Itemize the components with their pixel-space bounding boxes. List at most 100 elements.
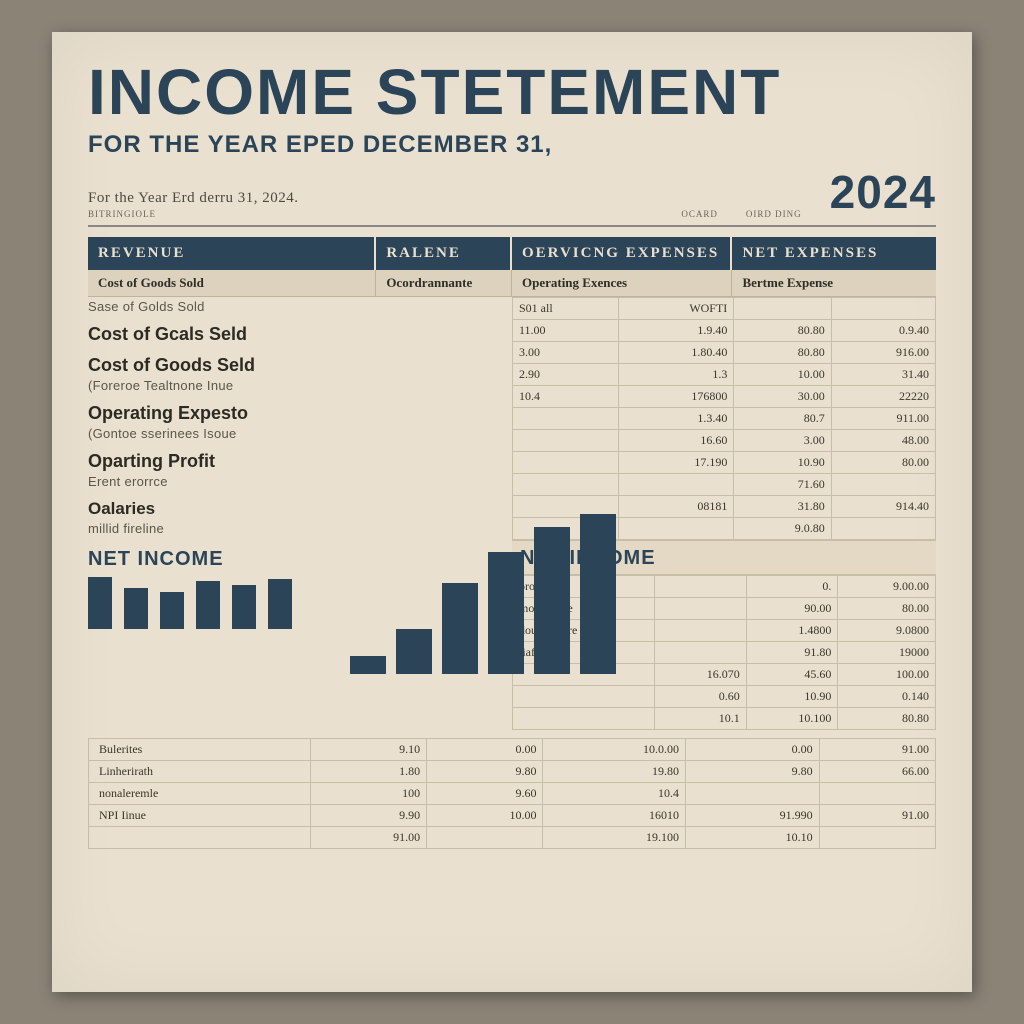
col-revenue: REVENUE	[88, 237, 376, 270]
summary-cell: 66.00	[819, 760, 935, 782]
cell	[513, 429, 619, 451]
cell: 0.9.40	[831, 319, 935, 341]
line-item: Operating Expesto	[88, 403, 506, 424]
cell: 80.00	[838, 597, 936, 619]
summary-cell: NPI Iinue	[89, 804, 311, 826]
cell	[734, 297, 831, 319]
line-item: (Gontoe sserinees Isoue	[88, 426, 506, 441]
cell: 80.00	[831, 451, 935, 473]
summary-cell: 91.990	[685, 804, 819, 826]
cell	[513, 707, 655, 729]
summary-cell: 0.00	[427, 738, 543, 760]
cell: 3.00	[513, 341, 619, 363]
cell: 80.7	[734, 407, 831, 429]
cell	[655, 619, 747, 641]
cell	[618, 473, 734, 495]
cell: 9.0.80	[734, 517, 831, 539]
subline-row: For the Year Erd derru 31, 2024. BITRING…	[88, 165, 936, 227]
cell: 31.40	[831, 363, 935, 385]
line-item: Oparting Profit	[88, 451, 506, 472]
summary-cell: 19.80	[543, 760, 685, 782]
cell: 80.80	[734, 319, 831, 341]
bar	[488, 552, 524, 674]
cell: 90.00	[746, 597, 838, 619]
col-ralene: RALENE	[376, 237, 512, 270]
summary-cell: 9.60	[427, 782, 543, 804]
cell: 0.	[746, 575, 838, 597]
line-item: Cost of Goods Seld	[88, 355, 506, 376]
cell	[655, 575, 747, 597]
cell: 11.00	[513, 319, 619, 341]
caption-b: ocard	[681, 209, 718, 219]
bar	[534, 527, 570, 674]
bar	[442, 583, 478, 674]
income-statement-page: INCOME STETEMENT FOR THE YEAR EPED DECEM…	[52, 32, 972, 992]
summary-cell: 9.80	[427, 760, 543, 782]
line-item: Erent erorrce	[88, 474, 506, 489]
cell	[513, 407, 619, 429]
cell: 1.80.40	[618, 341, 734, 363]
cell: 10.90	[734, 451, 831, 473]
line-item: Sase of Golds Sold	[88, 299, 506, 314]
cell: 176800	[618, 385, 734, 407]
cell	[831, 473, 935, 495]
cell: 10.100	[746, 707, 838, 729]
cell: 16.60	[618, 429, 734, 451]
summary-cell: Bulerites	[89, 738, 311, 760]
sub-expense: Bertme Expense	[732, 270, 936, 297]
summary-cell	[819, 826, 935, 848]
summary-cell: Linherirath	[89, 760, 311, 782]
cell: 10.1	[655, 707, 747, 729]
bar	[580, 514, 616, 674]
bar	[396, 629, 432, 674]
year: 2024	[830, 165, 936, 219]
cell: 80.80	[734, 341, 831, 363]
cell: 45.60	[746, 663, 838, 685]
summary-cell	[427, 826, 543, 848]
cell: 80.80	[838, 707, 936, 729]
summary-cell: 1.80	[310, 760, 426, 782]
cell	[513, 473, 619, 495]
summary-cell: 10.4	[543, 782, 685, 804]
cell: 0.60	[655, 685, 747, 707]
cell	[513, 451, 619, 473]
mini-bar	[268, 579, 292, 629]
cell: WOFTI	[618, 297, 734, 319]
caption-c: OIRD DING	[746, 209, 802, 219]
summary-cell	[89, 826, 311, 848]
cell: 31.80	[734, 495, 831, 517]
summary-cell	[685, 782, 819, 804]
cell: 30.00	[734, 385, 831, 407]
cell: 48.00	[831, 429, 935, 451]
mini-bar	[160, 592, 184, 629]
cell: 911.00	[831, 407, 935, 429]
cell: 1.3.40	[618, 407, 734, 429]
summary-cell	[819, 782, 935, 804]
upper-data-table: S01 allWOFTI11.001.9.4080.800.9.403.001.…	[512, 297, 936, 540]
summary-cell: 91.00	[310, 826, 426, 848]
cell: 19000	[838, 641, 936, 663]
cell: 22220	[831, 385, 935, 407]
summary-cell: 9.10	[310, 738, 426, 760]
cell	[618, 517, 734, 539]
bar-chart	[342, 514, 616, 674]
cell: 1.3	[618, 363, 734, 385]
cell	[831, 297, 935, 319]
summary-cell: 91.00	[819, 804, 935, 826]
mini-bar	[232, 585, 256, 628]
bar	[350, 656, 386, 674]
mini-bar	[124, 588, 148, 629]
cell: 91.80	[746, 641, 838, 663]
summary-cell: 10.00	[427, 804, 543, 826]
cell: 100.00	[838, 663, 936, 685]
cell: 3.00	[734, 429, 831, 451]
summary-cell: 9.90	[310, 804, 426, 826]
cell: 10.4	[513, 385, 619, 407]
cell: 71.60	[734, 473, 831, 495]
summary-cell: 9.80	[685, 760, 819, 782]
summary-cell: 10.10	[685, 826, 819, 848]
cell: 2.90	[513, 363, 619, 385]
mini-bar	[88, 577, 112, 629]
cell: 1.4800	[746, 619, 838, 641]
cell	[655, 641, 747, 663]
